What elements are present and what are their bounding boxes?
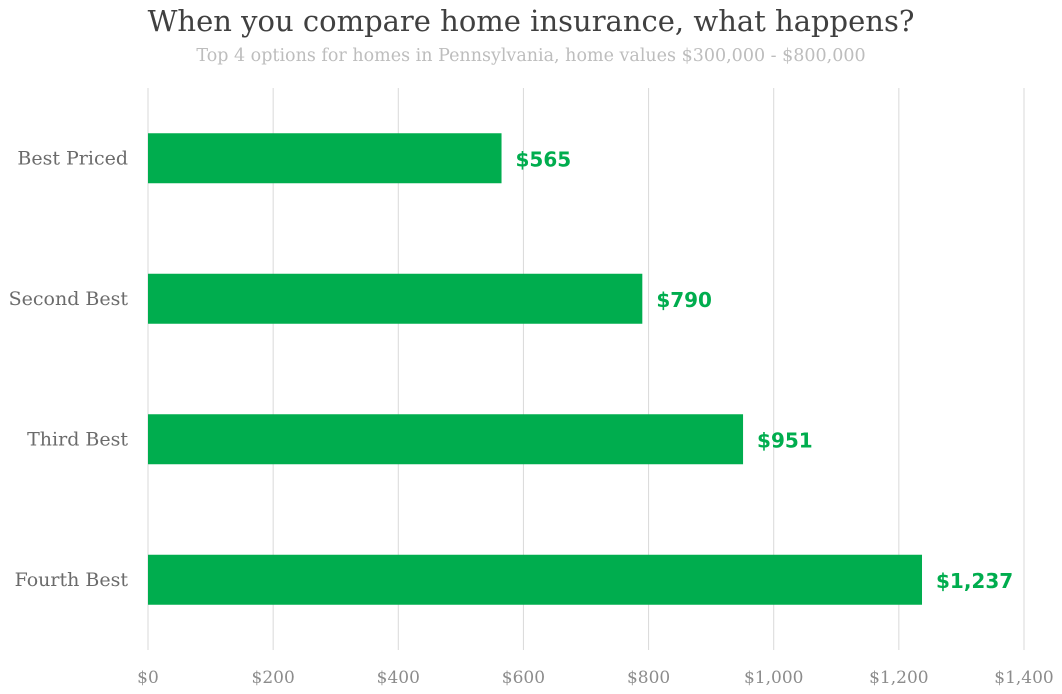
category-label: Second Best [9,288,129,310]
data-label: $1,237 [936,569,1013,593]
x-tick-label: $1,000 [744,668,803,688]
bar [148,554,923,605]
x-tick-label: $0 [137,668,159,688]
x-tick-label: $600 [502,668,545,688]
data-label: $951 [757,428,813,452]
bars [148,133,923,605]
data-label: $565 [516,147,572,171]
x-tick-label: $200 [252,668,295,688]
x-tick-label: $800 [627,668,670,688]
value-axis: $0 $200 $400 $600 $800 $1,000 $1,200 $1,400 [137,668,1054,688]
bar [148,133,502,184]
chart-subtitle: Top 4 options for homes in Pennsylvania,… [196,46,866,66]
data-labels: $565 $790 $951 $1,237 [516,147,1014,593]
category-axis: Best Priced Second Best Third Best Fourth B… [9,147,129,591]
category-label: Fourth Best [15,569,129,591]
bar [148,414,744,465]
x-tick-label: $400 [377,668,420,688]
x-tick-label: $1,400 [994,668,1053,688]
category-label: Best Priced [17,147,128,169]
category-label: Third Best [27,428,128,450]
chart-title: When you compare home insurance, what ha… [147,4,915,38]
x-tick-label: $1,200 [869,668,928,688]
bar [148,273,643,324]
data-label: $790 [656,288,712,312]
